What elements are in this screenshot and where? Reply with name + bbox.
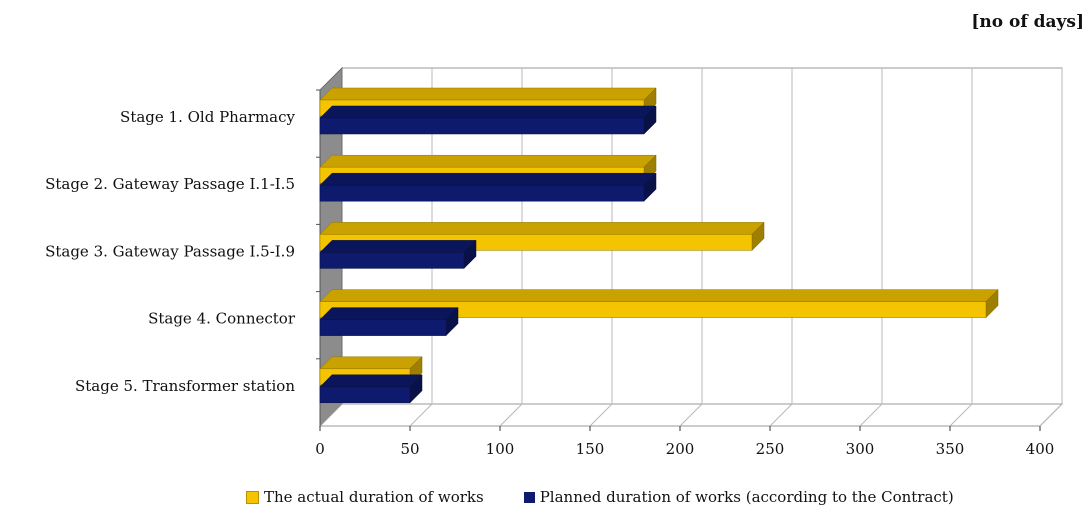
unit-label: [no of days] bbox=[971, 12, 1084, 32]
x-tick-label: 0 bbox=[315, 440, 325, 458]
x-tick-label: 400 bbox=[1026, 440, 1055, 458]
bar-planned bbox=[319, 184, 645, 202]
bar-actual-top bbox=[319, 289, 999, 302]
bar-planned bbox=[319, 117, 645, 135]
legend-swatch-planned bbox=[523, 491, 535, 503]
bar-actual-top bbox=[319, 154, 657, 168]
x-tick-label: 100 bbox=[486, 440, 515, 458]
bar-planned-top bbox=[319, 172, 657, 186]
bar-actual-top bbox=[319, 222, 765, 235]
category-label: Stage 4. Connector bbox=[148, 310, 296, 328]
gridline-floor bbox=[499, 403, 523, 427]
gridline-floor bbox=[679, 403, 703, 427]
gridline-floor bbox=[769, 403, 793, 427]
gridline-floor bbox=[589, 403, 613, 427]
bar-actual bbox=[319, 301, 987, 318]
category-label: Stage 5. Transformer station bbox=[75, 377, 295, 395]
x-tick-label: 150 bbox=[576, 440, 605, 458]
x-tick-label: 300 bbox=[846, 440, 875, 458]
legend-label-planned: Planned duration of works (according to … bbox=[539, 488, 954, 506]
bar-planned bbox=[319, 252, 465, 269]
bar-planned bbox=[319, 319, 447, 336]
bar-actual-top bbox=[319, 356, 423, 370]
bar-planned-top bbox=[319, 307, 459, 320]
bar-planned bbox=[319, 386, 411, 404]
gridline-floor bbox=[1039, 403, 1063, 427]
gridline-floor bbox=[409, 403, 433, 427]
legend-item-actual: The actual duration of works bbox=[246, 488, 484, 506]
bar-actual-top bbox=[319, 87, 657, 101]
gridline-floor bbox=[949, 403, 973, 427]
x-tick-label: 250 bbox=[756, 440, 785, 458]
legend-swatch-actual bbox=[246, 490, 259, 504]
legend-item-planned: Planned duration of works (according to … bbox=[523, 488, 954, 506]
gridline-floor bbox=[859, 403, 883, 427]
category-label: Stage 1. Old Pharmacy bbox=[120, 108, 295, 126]
x-tick-label: 50 bbox=[400, 440, 419, 458]
bar-planned-top bbox=[319, 240, 477, 253]
bar-planned-top bbox=[319, 105, 657, 119]
legend: The actual duration of works Planned dur… bbox=[246, 488, 954, 506]
bar-planned-top bbox=[319, 374, 423, 388]
x-tick-label: 200 bbox=[666, 440, 695, 458]
category-label: Stage 2. Gateway Passage I.1-I.5 bbox=[45, 175, 295, 193]
category-label: Stage 3. Gateway Passage I.5-I.9 bbox=[45, 242, 295, 260]
legend-label-actual: The actual duration of works bbox=[264, 488, 484, 506]
x-tick-label: 350 bbox=[936, 440, 965, 458]
